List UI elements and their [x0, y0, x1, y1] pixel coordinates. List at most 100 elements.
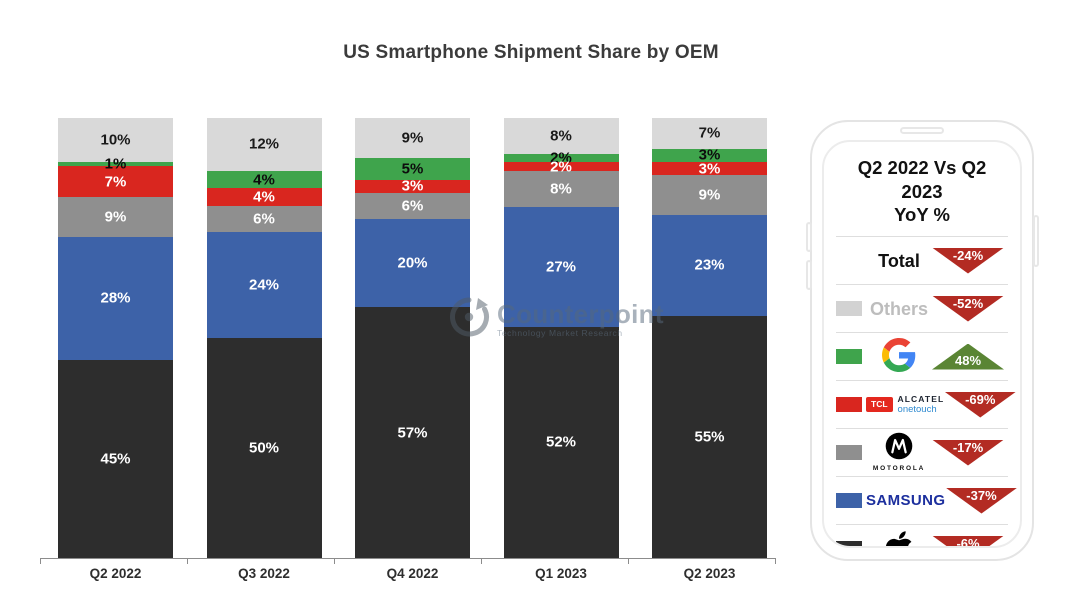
segment-others: 9% — [355, 118, 470, 158]
segment-others: 10% — [58, 118, 173, 162]
motorola-wordmark: MOTOROLA — [872, 465, 926, 473]
segment-value-label: 3% — [698, 160, 721, 178]
segment-others: 12% — [206, 118, 322, 171]
segment-google: 4% — [206, 170, 322, 189]
segment-value-label: 45% — [100, 450, 131, 468]
axis-tick — [187, 559, 188, 564]
apple-brand — [866, 529, 932, 546]
legend-row-total: Total -24% — [836, 236, 1008, 284]
segment-apple: 52% — [503, 326, 619, 559]
yoy-cell: -24% — [932, 247, 1008, 274]
segment-value-label: 4% — [253, 188, 275, 206]
segment-apple: 55% — [652, 316, 767, 558]
legend-heading-line1: Q2 2022 Vs Q2 2023 — [857, 157, 987, 202]
swatch-cell — [836, 541, 866, 546]
axis-tick — [775, 559, 776, 564]
segment-google: 5% — [355, 157, 470, 180]
yoy-value: 48% — [954, 352, 982, 368]
bar-q1-2023: 8% 2% 2% 8% 27% 52% — [503, 118, 619, 559]
phone-volume-button — [806, 222, 812, 252]
segment-value-label: 9% — [698, 186, 721, 204]
tcl-alcatel-logo: TCL ALCATEL onetouch — [866, 395, 944, 414]
legend-row-google: 48% — [836, 332, 1008, 380]
others-brand: Others — [866, 300, 932, 318]
yoy-cell: -17% — [932, 439, 1008, 466]
x-axis-label: Q2 2022 — [89, 566, 142, 581]
segment-value-label: 1% — [104, 155, 127, 173]
yoy-cell: 48% — [932, 343, 1008, 370]
segment-value-label: 6% — [253, 210, 275, 228]
segment-motorola: 6% — [206, 205, 322, 233]
swatch-cell — [836, 349, 866, 365]
segment-value-label: 23% — [694, 256, 725, 274]
apple-logo — [884, 529, 914, 546]
segment-value-label: 20% — [397, 254, 428, 272]
segment-motorola: 6% — [355, 192, 470, 220]
samsung-wordmark: SAMSUNG — [866, 492, 946, 510]
segment-samsung: 20% — [355, 219, 470, 308]
segment-value-label: 9% — [104, 208, 127, 226]
segment-motorola: 9% — [652, 175, 767, 215]
samsung-color-swatch — [836, 493, 862, 509]
x-axis-label: Q2 2023 — [683, 566, 736, 581]
segment-value-label: 50% — [248, 439, 280, 457]
segment-value-label: 52% — [545, 433, 577, 451]
segment-motorola: 8% — [503, 171, 619, 207]
segment-value-label: 55% — [694, 428, 725, 446]
segment-samsung: 24% — [206, 232, 322, 338]
segment-value-label: 2% — [550, 158, 572, 176]
phone-legend-panel: Q2 2022 Vs Q2 2023 YoY % Total -24% Others… — [806, 120, 1039, 561]
segment-value-label: 2% — [550, 149, 572, 167]
yoy-value: -37% — [966, 487, 997, 503]
phone-power-button — [1033, 215, 1039, 267]
legend-heading: Q2 2022 Vs Q2 2023 YoY % — [836, 154, 1008, 236]
segment-value-label: 3% — [698, 146, 721, 164]
segment-value-label: 8% — [550, 127, 572, 145]
yoy-down-triangle-icon: -37% — [945, 487, 1018, 514]
motorola-brand: MOTOROLA — [866, 432, 932, 473]
segment-value-label: 4% — [253, 171, 275, 189]
segment-others: 8% — [503, 118, 619, 154]
tcl-brand: TCL ALCATEL onetouch — [866, 395, 944, 414]
yoy-value: -69% — [965, 391, 996, 407]
x-axis — [40, 558, 776, 565]
segment-value-label: 5% — [401, 160, 424, 178]
axis-tick — [481, 559, 482, 564]
segment-tcl-alcatel: 4% — [206, 188, 322, 206]
yoy-down-triangle-icon: -52% — [932, 295, 1004, 322]
legend-row-others: Others -52% — [836, 284, 1008, 332]
yoy-cell: -69% — [944, 391, 1020, 418]
stacked-bar-chart: 10% 1% 7% 9% 28% 45% 12% 4% 4% 6% 24% 50% 9% 5% 3% 6% 20… — [58, 118, 767, 559]
google-color-swatch — [836, 349, 862, 365]
alcatel-line: ALCATEL — [897, 394, 945, 405]
bar-q2-2023: 7% 3% 3% 9% 23% 55% — [652, 118, 767, 558]
yoy-value: -52% — [952, 295, 984, 311]
yoy-down-triangle-icon: -17% — [932, 439, 1004, 466]
motorola-logo — [885, 432, 913, 464]
samsung-brand: SAMSUNG — [866, 493, 945, 508]
tcl-color-swatch — [836, 397, 862, 413]
motorola-color-swatch — [836, 445, 862, 461]
legend-row-samsung: SAMSUNG -37% — [836, 476, 1018, 524]
segment-value-label: 27% — [545, 258, 577, 276]
yoy-down-triangle-icon: -24% — [932, 247, 1004, 274]
bar-q3-2022: 12% 4% 4% 6% 24% 50% — [206, 118, 322, 558]
segment-apple: 45% — [58, 360, 173, 558]
swatch-cell — [836, 445, 866, 461]
legend-rows: Total -24% Others -52% 48% TCL ALCATEL onetouch… — [836, 236, 1018, 546]
onetouch-line: onetouch — [897, 403, 937, 415]
segment-value-label: 24% — [248, 276, 280, 294]
segment-value-label: 12% — [248, 135, 280, 153]
google-g-logo — [882, 337, 916, 376]
segment-apple: 50% — [206, 337, 322, 558]
phone-volume-button — [806, 260, 812, 290]
yoy-value: -17% — [952, 439, 984, 455]
segment-google: 2% — [503, 150, 619, 167]
total-brand: Total — [866, 252, 932, 270]
segment-value-label: 8% — [550, 180, 572, 198]
axis-tick — [40, 559, 41, 564]
x-axis-label: Q4 2022 — [386, 566, 439, 581]
segment-tcl-alcatel: 3% — [652, 160, 767, 178]
total-label: Total — [878, 250, 920, 271]
others-label: Others — [869, 298, 929, 319]
